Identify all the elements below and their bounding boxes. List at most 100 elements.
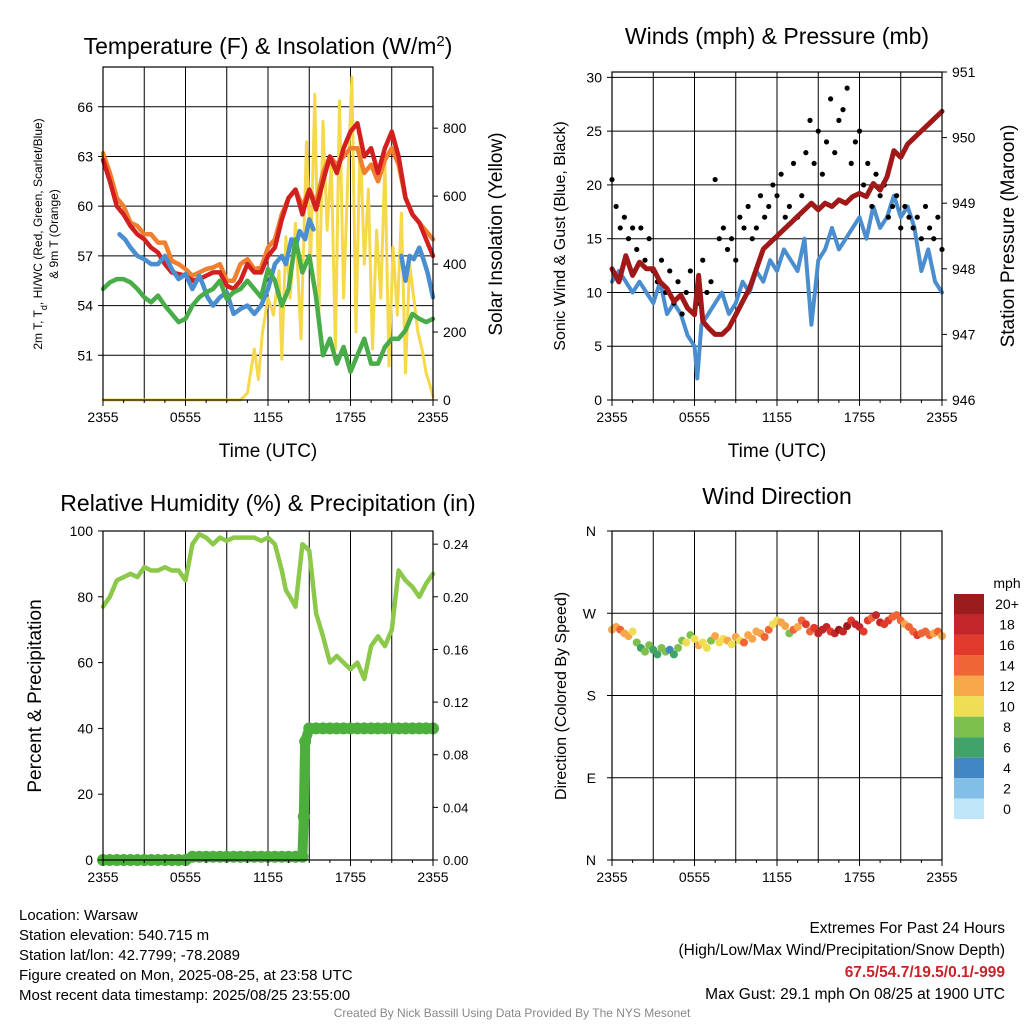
gust-point: [885, 214, 891, 220]
x-tick-label: 1155: [762, 869, 792, 885]
y-axis-label: Sonic Wind & Gust (Blue, Black): [552, 121, 569, 350]
temperature-line: [100, 121, 436, 292]
colorbar-swatch: [954, 655, 984, 676]
gust-point: [720, 225, 726, 231]
gust-point: [918, 236, 924, 242]
gust-point: [770, 182, 776, 188]
y-tick-label: 80: [77, 589, 93, 605]
direction-point: [682, 638, 691, 647]
station-info: Location: Warsaw Station elevation: 540.…: [19, 906, 353, 1006]
extremes-legend: (High/Low/Max Wind/Precipitation/Snow De…: [678, 942, 1006, 959]
gust-point: [819, 171, 825, 177]
gust-point: [927, 225, 933, 231]
gust-point: [861, 182, 867, 188]
gust-point: [741, 225, 747, 231]
colorbar-title: mph: [993, 575, 1020, 591]
gust-point: [807, 117, 813, 123]
gust-point: [778, 171, 784, 177]
title-close: ): [445, 33, 453, 59]
gust-point: [700, 257, 706, 263]
extremes-title: Extremes For Past 24 Hours: [809, 920, 1005, 937]
y2-tick-label: 200: [443, 324, 467, 340]
colorbar-label: 10: [999, 699, 1015, 715]
colorbar-label: 12: [999, 678, 1015, 694]
y2-tick-label: 949: [952, 195, 976, 211]
y-tick-label: 54: [77, 298, 93, 314]
y-label-sub: d: [39, 305, 49, 310]
direction-point: [702, 643, 711, 652]
x-tick-label: 0555: [679, 409, 710, 425]
y-tick-label: 0: [85, 852, 93, 868]
y2-tick-label: 600: [443, 188, 467, 204]
x-tick-label: 2355: [596, 409, 627, 425]
x-tick-label: 2355: [596, 869, 627, 885]
temperature-line: [117, 217, 316, 317]
gust-point: [733, 257, 739, 263]
gust-point: [667, 268, 673, 274]
colorbar-swatch: [954, 798, 984, 819]
gust-point: [877, 193, 883, 199]
gust-point: [613, 203, 619, 210]
y-axis-label: Direction (Colored By Speed): [553, 592, 570, 800]
direction-point: [653, 650, 662, 659]
colorbar-label: 0: [1003, 801, 1011, 817]
direction-point: [764, 625, 773, 634]
y-tick-label: 30: [586, 69, 602, 85]
gust-point: [782, 214, 788, 220]
title-text: Temperature (F) & Insolation (W/m: [84, 33, 437, 59]
gust-point: [687, 268, 693, 274]
max-gust: Max Gust: 29.1 mph On 08/25 at 1900 UTC: [705, 986, 1005, 1003]
gust-point: [724, 246, 731, 253]
gust-point: [634, 246, 640, 253]
direction-point: [674, 643, 682, 652]
direction-point: [801, 620, 810, 629]
direction-point: [810, 623, 819, 632]
gust-point: [931, 236, 937, 242]
y-tick-label: 63: [77, 148, 93, 164]
gust-point: [914, 214, 920, 220]
y-tick-label: 60: [77, 198, 93, 214]
colorbar-swatch: [954, 594, 984, 615]
humidity-panel: 2355 0555 1155 1755 23550204060801000.000.04…: [25, 490, 476, 885]
direction-point: [711, 632, 720, 641]
y2-tick-label: 948: [952, 261, 976, 277]
colorbar-label: 20+: [995, 596, 1019, 612]
gust-point: [894, 193, 900, 199]
direction-point: [698, 638, 707, 647]
y2-axis-label: Solar Insolation (Yellow): [486, 132, 507, 335]
gust-point: [774, 193, 780, 199]
gust-point: [856, 128, 863, 134]
gust-point: [716, 236, 722, 242]
figure-created: Figure created on Mon, 2025-08-25, at 23…: [19, 967, 353, 984]
gust-point: [621, 214, 627, 220]
y2-tick-label: 800: [443, 120, 467, 136]
gust-point: [766, 203, 772, 210]
gust-point: [873, 171, 879, 177]
extremes-values: 67.5/54.7/19.5/0.1/-999: [844, 964, 1005, 981]
y-tick-label: 57: [77, 248, 93, 264]
temperature-panel: 2355 0555 1155 1755 2355 51 54 57 60 63 66 0 200 400 6…: [31, 33, 507, 463]
gust-point: [902, 203, 908, 210]
gust-point: [617, 225, 623, 231]
station-elevation: Station elevation: 540.715 m: [19, 927, 210, 944]
y-tick-label: N: [586, 852, 596, 868]
direction-point: [727, 640, 736, 649]
gust-point: [844, 85, 850, 91]
x-tick-label: 2355: [926, 409, 957, 425]
temperature-line: [100, 145, 436, 283]
y-label-part: , HI/WC (Red, Green, Scarlet/Blue): [31, 118, 45, 305]
colorbar-label: 4: [1003, 760, 1011, 776]
y2-tick-label: 0.08: [443, 748, 468, 763]
gust-point: [712, 176, 718, 183]
colorbar-swatch: [954, 634, 984, 656]
direction-point: [859, 627, 868, 636]
gust-point: [675, 279, 681, 285]
direction-point: [632, 638, 641, 647]
colorbar-swatch: [954, 778, 984, 799]
x-tick-label: 1755: [844, 869, 875, 885]
y-tick-label: 60: [77, 655, 93, 671]
direction-point: [641, 647, 649, 656]
y2-tick-label: 946: [952, 392, 976, 408]
x-tick-label: 1755: [844, 409, 875, 425]
colorbar-label: 16: [999, 637, 1015, 653]
